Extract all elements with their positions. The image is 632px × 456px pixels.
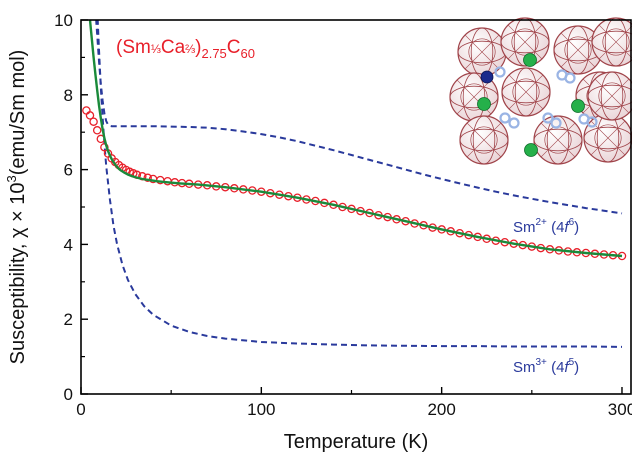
sm3-annotation: Sm3+ (4f5) xyxy=(513,357,579,376)
x-axis-title: Temperature (K) xyxy=(284,431,429,453)
x-tick-label: 300 xyxy=(608,400,632,419)
calcium-atom xyxy=(571,99,585,113)
sm2-annotation: Sm2+ (4f6) xyxy=(513,217,579,236)
data-point xyxy=(89,117,98,126)
vacancy-site xyxy=(586,116,598,128)
plot-frame xyxy=(80,19,632,395)
y-tick-label: 2 xyxy=(64,310,73,329)
fullerene-molecule xyxy=(591,17,632,67)
fit-curve xyxy=(88,20,623,258)
y-tick-label: 10 xyxy=(54,11,73,30)
vacancy-site xyxy=(508,117,520,129)
component-curve-sm3 xyxy=(96,20,623,348)
data-point xyxy=(143,173,152,183)
x-tick-label: 0 xyxy=(76,400,85,419)
component-curve-sm2 xyxy=(95,20,623,215)
y-tick-label: 4 xyxy=(64,235,73,254)
fullerene-molecule xyxy=(500,17,550,67)
vacancy-site xyxy=(542,112,554,124)
y-tick-label: 8 xyxy=(64,86,73,105)
data-point xyxy=(82,106,91,115)
samarium-atom xyxy=(480,70,494,84)
calcium-atom xyxy=(477,97,491,111)
fullerene-molecule xyxy=(533,115,583,165)
compound-label: (Sm⅓Ca⅔)2.75C60 xyxy=(116,37,255,61)
crystal-structure-inset xyxy=(449,17,632,165)
calcium-atom xyxy=(524,143,538,157)
vacancy-site xyxy=(550,117,562,129)
y-tick-label: 6 xyxy=(64,161,73,180)
vacancy-site xyxy=(494,66,506,78)
fullerene-molecule xyxy=(501,67,551,117)
fullerene-molecule xyxy=(583,113,632,163)
vacancy-site xyxy=(564,72,576,84)
x-tick-label: 100 xyxy=(247,400,275,419)
y-axis-title: Susceptibility, χ × 103(emu/Sm mol) xyxy=(4,50,29,365)
x-tick-label: 200 xyxy=(427,400,455,419)
data-point xyxy=(92,126,102,135)
axis-ticks: 0 100 200 300 0 2 4 6 8 10 xyxy=(54,11,632,419)
data-point xyxy=(85,111,95,120)
calcium-atom xyxy=(523,53,537,67)
fullerene-molecule xyxy=(459,115,509,165)
y-tick-label: 0 xyxy=(64,385,73,404)
fullerene-molecule xyxy=(587,71,632,121)
vacancy-site xyxy=(499,112,511,124)
plot-area xyxy=(82,20,627,348)
